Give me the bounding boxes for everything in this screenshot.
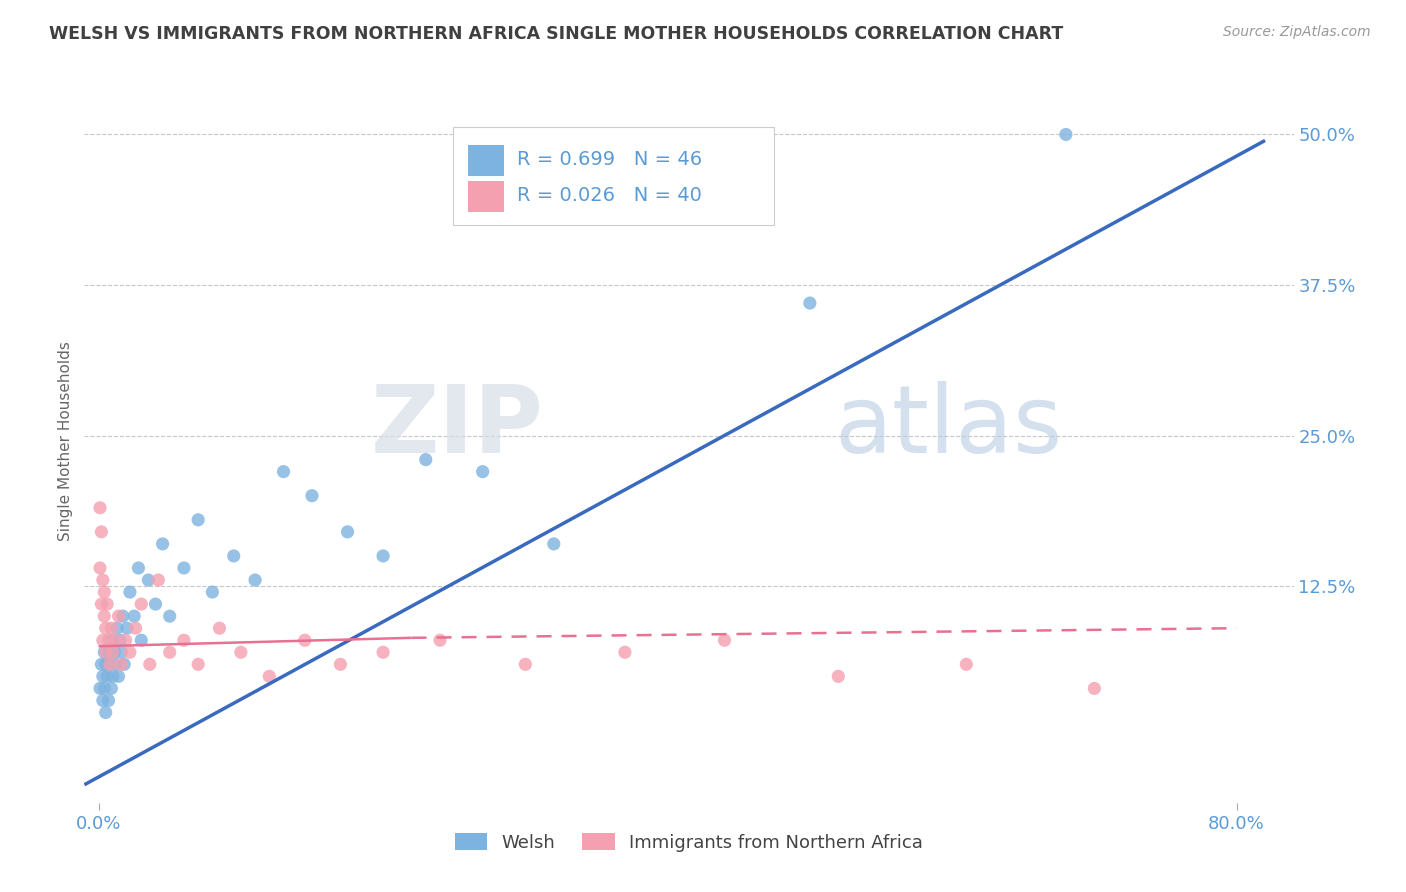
Text: Source: ZipAtlas.com: Source: ZipAtlas.com bbox=[1223, 25, 1371, 39]
Point bbox=[100, 621, 122, 635]
Point bbox=[336, 524, 359, 539]
Point bbox=[129, 597, 152, 611]
Point bbox=[89, 681, 111, 696]
Point bbox=[613, 645, 636, 659]
Point bbox=[129, 633, 152, 648]
Point bbox=[415, 452, 437, 467]
Bar bbox=[468, 145, 503, 176]
Point bbox=[955, 657, 977, 672]
Point bbox=[152, 537, 174, 551]
Point bbox=[145, 597, 167, 611]
Point bbox=[90, 657, 112, 672]
Point bbox=[429, 633, 451, 648]
Point bbox=[110, 657, 132, 672]
Point bbox=[371, 549, 394, 563]
Point bbox=[97, 693, 120, 707]
Point bbox=[294, 633, 316, 648]
Point bbox=[371, 645, 394, 659]
Point bbox=[1083, 681, 1105, 696]
Point bbox=[100, 633, 122, 648]
Point bbox=[148, 573, 170, 587]
Point bbox=[114, 633, 136, 648]
Point bbox=[91, 633, 114, 648]
Point bbox=[94, 657, 117, 672]
FancyBboxPatch shape bbox=[453, 128, 773, 225]
Point bbox=[91, 693, 114, 707]
Point bbox=[118, 585, 141, 599]
Point bbox=[273, 465, 295, 479]
Point bbox=[97, 645, 120, 659]
Point bbox=[93, 645, 115, 659]
Point bbox=[96, 597, 118, 611]
Point bbox=[91, 573, 114, 587]
Bar bbox=[468, 181, 503, 211]
Point bbox=[259, 669, 281, 683]
Point bbox=[187, 657, 209, 672]
Point bbox=[329, 657, 352, 672]
Point bbox=[187, 513, 209, 527]
Point bbox=[90, 524, 112, 539]
Point bbox=[89, 561, 111, 575]
Point bbox=[799, 296, 821, 310]
Point bbox=[222, 549, 245, 563]
Legend: Welsh, Immigrants from Northern Africa: Welsh, Immigrants from Northern Africa bbox=[447, 826, 931, 859]
Point bbox=[89, 500, 111, 515]
Point bbox=[98, 657, 121, 672]
Point bbox=[515, 657, 537, 672]
Point bbox=[115, 621, 138, 635]
Point bbox=[93, 681, 115, 696]
Point bbox=[98, 657, 121, 672]
Point bbox=[112, 657, 135, 672]
Point bbox=[471, 465, 494, 479]
Point bbox=[108, 633, 131, 648]
Point bbox=[107, 669, 129, 683]
Point bbox=[103, 645, 125, 659]
Point bbox=[229, 645, 252, 659]
Point bbox=[127, 561, 149, 575]
Point bbox=[124, 621, 146, 635]
Point bbox=[100, 681, 122, 696]
Point bbox=[159, 645, 181, 659]
Point bbox=[243, 573, 266, 587]
Point bbox=[301, 489, 323, 503]
Point bbox=[173, 633, 195, 648]
Point bbox=[118, 645, 141, 659]
Point bbox=[122, 609, 145, 624]
Point bbox=[94, 645, 117, 659]
Point bbox=[91, 669, 114, 683]
Point bbox=[173, 561, 195, 575]
Point bbox=[201, 585, 224, 599]
Point bbox=[94, 621, 117, 635]
Point bbox=[159, 609, 181, 624]
Point bbox=[97, 633, 120, 648]
Point bbox=[93, 585, 115, 599]
Point bbox=[138, 573, 160, 587]
Point bbox=[139, 657, 162, 672]
Point bbox=[104, 657, 127, 672]
Point bbox=[543, 537, 565, 551]
Point bbox=[111, 609, 134, 624]
Point bbox=[110, 645, 132, 659]
Point bbox=[827, 669, 849, 683]
Point bbox=[105, 621, 128, 635]
Text: WELSH VS IMMIGRANTS FROM NORTHERN AFRICA SINGLE MOTHER HOUSEHOLDS CORRELATION CH: WELSH VS IMMIGRANTS FROM NORTHERN AFRICA… bbox=[49, 25, 1063, 43]
Point bbox=[1054, 128, 1077, 142]
Point bbox=[101, 645, 124, 659]
Point bbox=[713, 633, 735, 648]
Text: R = 0.026   N = 40: R = 0.026 N = 40 bbox=[517, 186, 702, 205]
Text: atlas: atlas bbox=[834, 381, 1063, 473]
Text: ZIP: ZIP bbox=[371, 381, 544, 473]
Point bbox=[107, 609, 129, 624]
Point bbox=[90, 597, 112, 611]
Point bbox=[104, 633, 127, 648]
Point bbox=[93, 609, 115, 624]
Point bbox=[208, 621, 231, 635]
Text: R = 0.699   N = 46: R = 0.699 N = 46 bbox=[517, 150, 703, 169]
Point bbox=[96, 669, 118, 683]
Point bbox=[101, 669, 124, 683]
Y-axis label: Single Mother Households: Single Mother Households bbox=[58, 342, 73, 541]
Point bbox=[94, 706, 117, 720]
